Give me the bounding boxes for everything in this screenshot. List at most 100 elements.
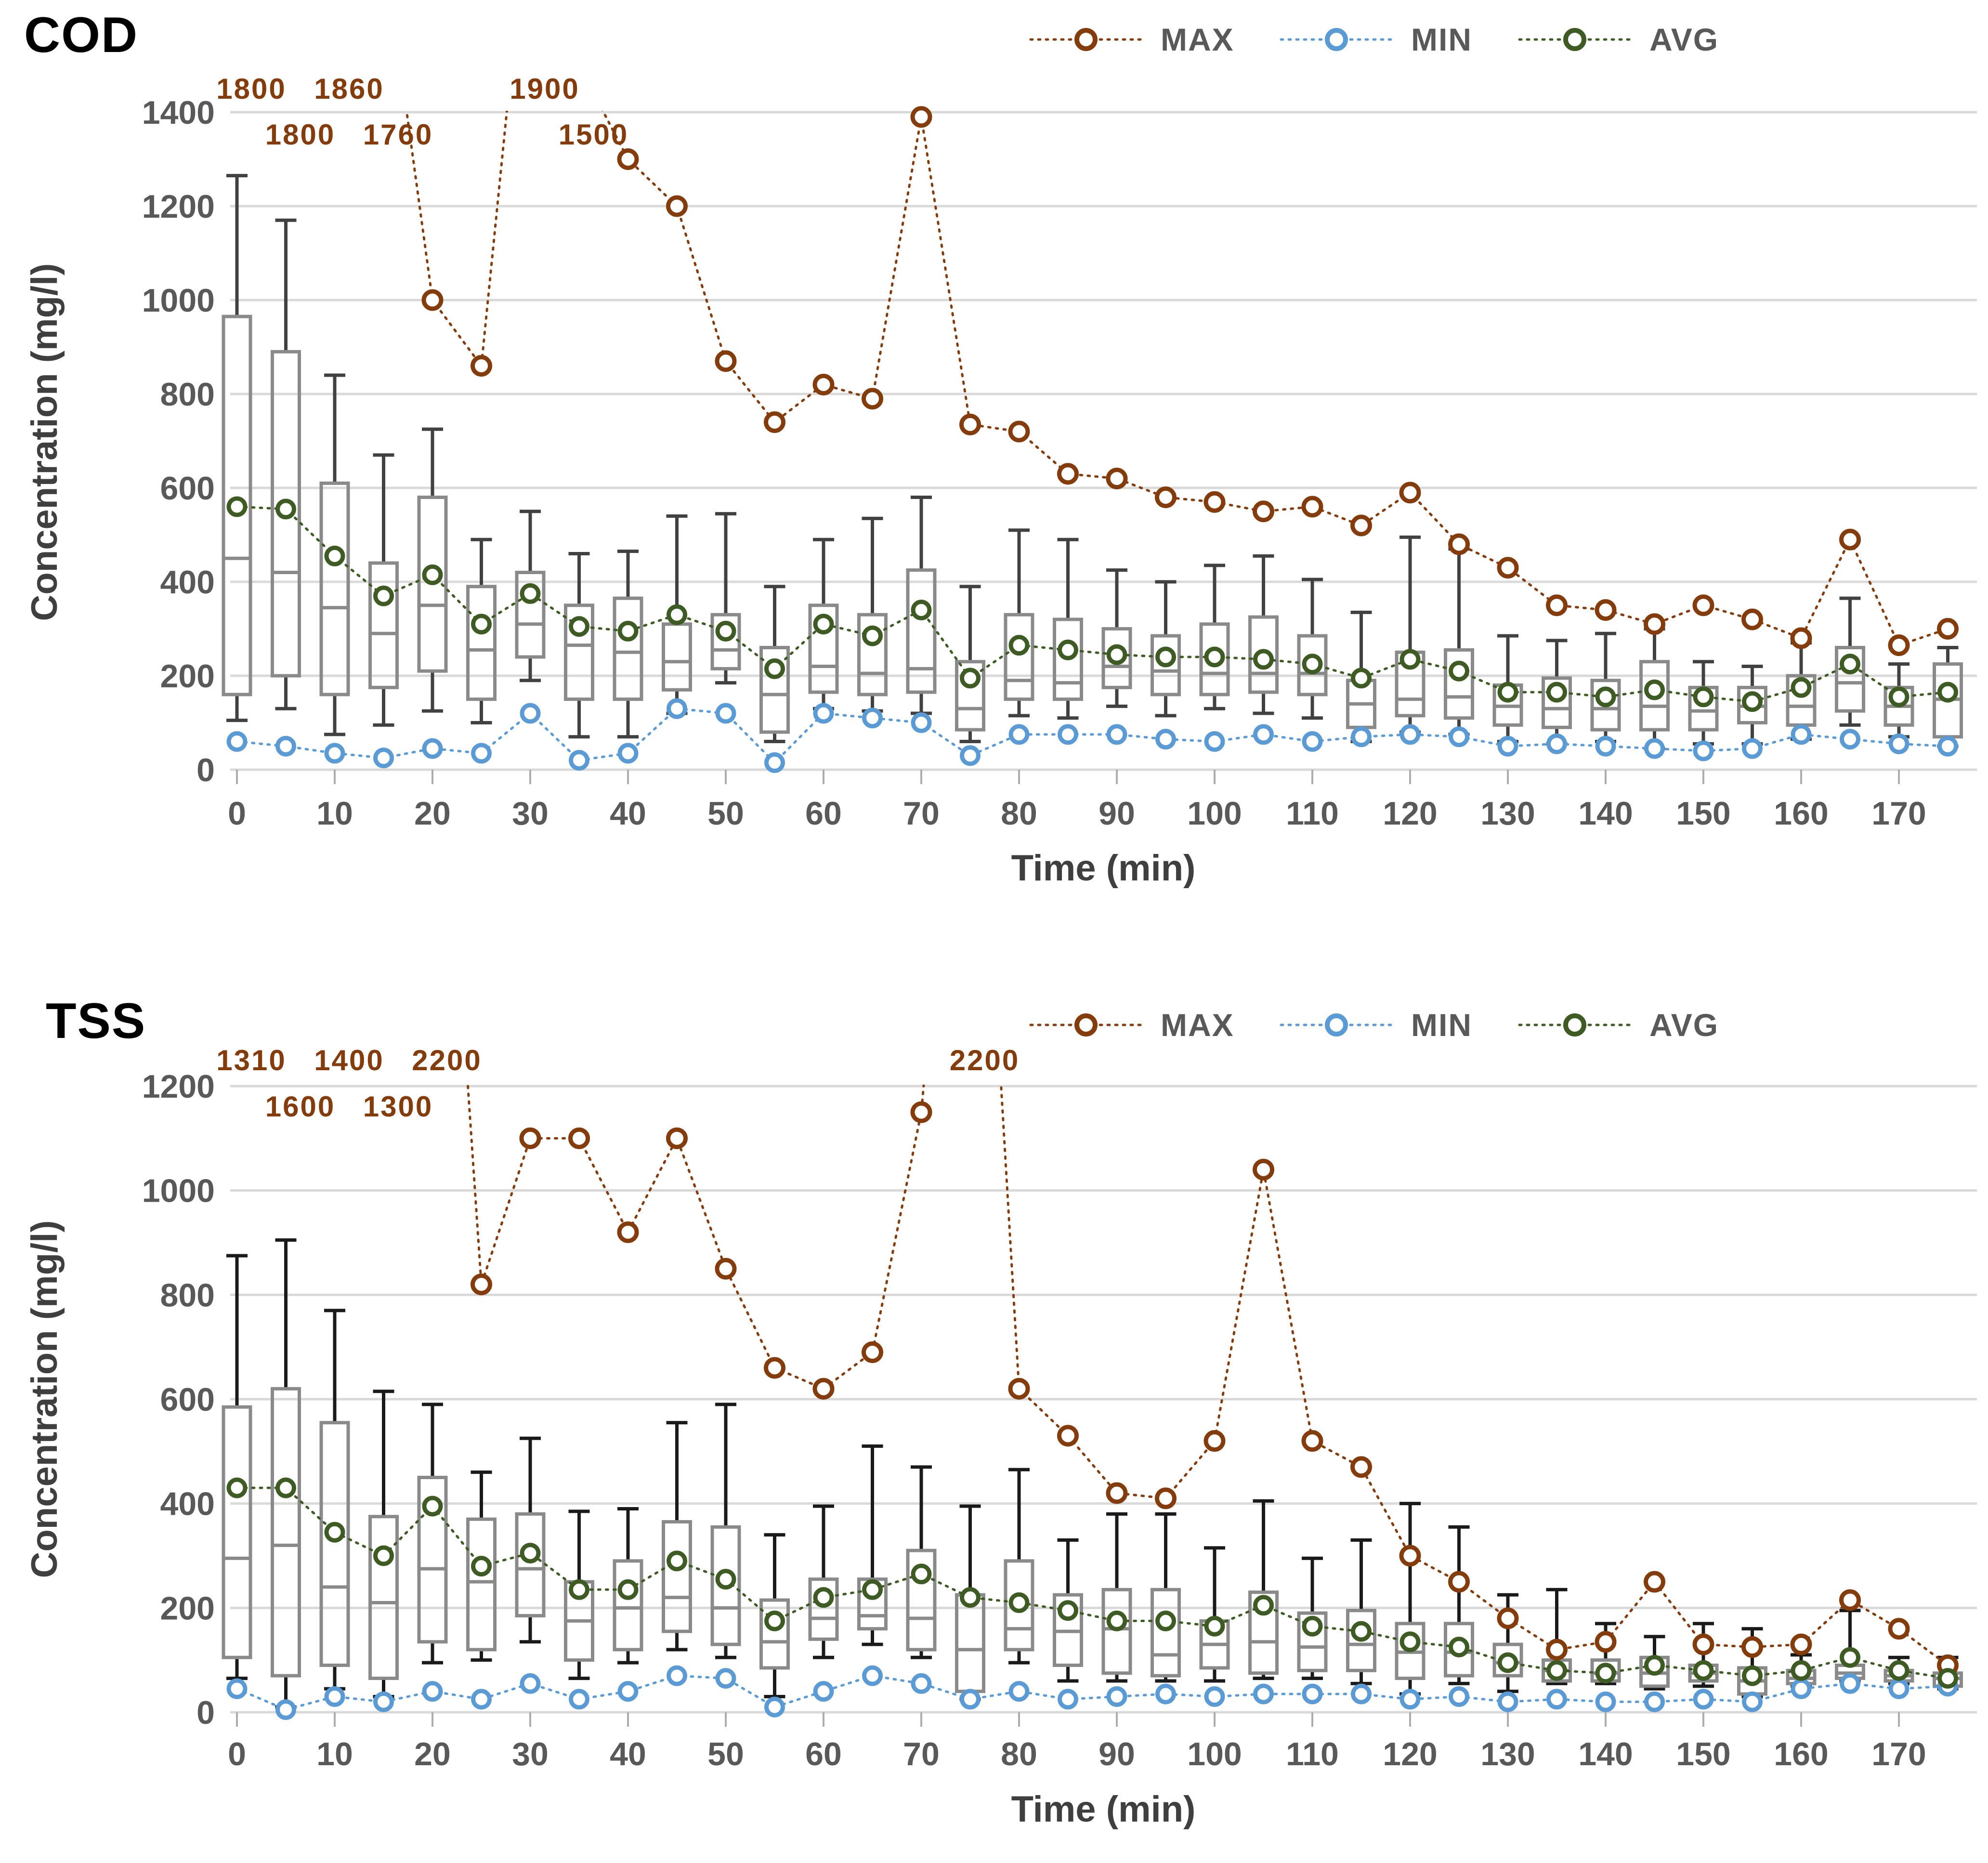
min-marker: [422, 1681, 443, 1702]
box: [1835, 1609, 1865, 1683]
avg-marker: [617, 620, 639, 642]
min-marker: [1058, 724, 1078, 745]
max-marker: [959, 413, 981, 435]
min-marker: [1449, 726, 1469, 748]
max-marker: [1644, 613, 1665, 635]
legend-item-avg: AVG: [1518, 22, 1718, 57]
box: [222, 174, 252, 722]
avg-marker: [1497, 682, 1518, 703]
offscale-max-label: 2200: [950, 1044, 1020, 1076]
avg-marker: [1546, 1660, 1567, 1681]
x-tick-label: 140: [1578, 795, 1633, 832]
x-tick-label: 130: [1480, 1736, 1535, 1772]
max-marker: [1595, 599, 1617, 621]
min-marker: [617, 1681, 639, 1702]
avg-marker: [911, 1563, 932, 1585]
iqr-box: [368, 1515, 399, 1680]
avg-marker: [1546, 682, 1567, 703]
avg-marker: [569, 616, 589, 637]
min-marker: [862, 1665, 883, 1686]
max-marker: [1301, 496, 1323, 518]
avg-marker: [1058, 1600, 1078, 1621]
x-tick-label: 70: [903, 1736, 940, 1772]
min-marker: [1497, 1691, 1518, 1712]
legend-item-max: MAX: [1029, 1007, 1233, 1043]
tss-plot-area: 0 200 400 600 800 1000 1200 0 10 20 30 40 50 60 70 80 90…: [142, 1044, 1977, 1772]
max-marker: [1692, 594, 1714, 617]
avg-marker: [373, 1545, 394, 1566]
x-tick-label: 100: [1187, 795, 1242, 832]
x-tick-label: 0: [228, 1736, 246, 1772]
max-marker: [1595, 1631, 1617, 1653]
box: [368, 453, 399, 727]
min-marker: [471, 743, 492, 764]
min-marker: [764, 1696, 785, 1718]
iqr-box: [466, 585, 497, 701]
y-tick-label: 200: [160, 1590, 215, 1627]
max-marker: [812, 374, 835, 395]
box: [1004, 528, 1034, 718]
box: [710, 1403, 741, 1659]
avg-marker: [1742, 1665, 1763, 1686]
iqr-box: [271, 1387, 301, 1678]
offscale-max-label: 1800: [216, 73, 286, 105]
box: [1101, 568, 1132, 708]
max-marker: [471, 1273, 492, 1296]
max-marker: [1888, 634, 1910, 656]
max-marker: [617, 148, 639, 170]
avg-marker: [1644, 1655, 1665, 1676]
avg-marker: [960, 668, 981, 689]
offscale-annotations: 1310 1600 1400 1300 2200 2200: [216, 1044, 1020, 1123]
min-marker: [960, 745, 981, 766]
min-marker: [1106, 724, 1127, 745]
x-tick-label: 60: [805, 1736, 842, 1772]
min-marker: [1595, 1691, 1616, 1712]
avg-marker: [1791, 1660, 1812, 1681]
box: [857, 516, 888, 713]
x-tick-label: 80: [1001, 1736, 1037, 1772]
legend-item-min: MIN: [1280, 1007, 1471, 1043]
tss-legend: MAX MIN AVG: [1029, 1007, 1718, 1043]
iqr-box: [1492, 1642, 1523, 1678]
min-marker: [1204, 731, 1225, 752]
y-tick-label: 0: [196, 1694, 215, 1731]
box: [417, 1403, 448, 1665]
min-marker: [1449, 1686, 1469, 1707]
iqr-box: [710, 1525, 741, 1646]
min-marker: [1742, 738, 1763, 759]
avg-marker: [520, 1543, 541, 1564]
iqr-box: [906, 1548, 937, 1652]
box: [1053, 538, 1083, 720]
max-marker: [1350, 1456, 1372, 1478]
x-tick-label: 90: [1099, 1736, 1135, 1772]
avg-marker: [1595, 1663, 1616, 1684]
x-tick-label: 70: [903, 795, 940, 832]
x-tick-label: 30: [512, 1736, 549, 1772]
avg-marker: [1937, 1668, 1958, 1689]
iqr-box: [955, 1593, 985, 1693]
avg-marker: [617, 1579, 639, 1600]
max-marker: [862, 388, 883, 410]
iqr-box: [417, 1476, 448, 1644]
avg-marker: [1155, 1610, 1176, 1631]
tss-y-axis-title: Concentration (mg/l): [24, 1220, 65, 1578]
x-tick-label: 120: [1383, 795, 1437, 832]
min-marker: [1497, 735, 1518, 757]
min-marker: [324, 1686, 345, 1707]
x-tick-label: 20: [414, 1736, 451, 1772]
box: [1151, 580, 1181, 718]
x-tick-label: 170: [1871, 1736, 1926, 1772]
avg-marker: [1497, 1652, 1518, 1673]
iqr-box: [613, 1559, 643, 1652]
avg-marker: [1106, 1610, 1127, 1631]
min-marker: [471, 1689, 492, 1710]
box: [417, 427, 448, 713]
x-tick-label: 150: [1676, 1736, 1730, 1772]
x-tick-label: 40: [610, 1736, 646, 1772]
iqr-box: [222, 1405, 252, 1659]
min-marker: [1791, 724, 1812, 745]
max-marker: [1790, 627, 1812, 649]
iqr-box: [515, 571, 546, 659]
min-marker: [324, 743, 345, 764]
iqr-box: [808, 1577, 839, 1641]
